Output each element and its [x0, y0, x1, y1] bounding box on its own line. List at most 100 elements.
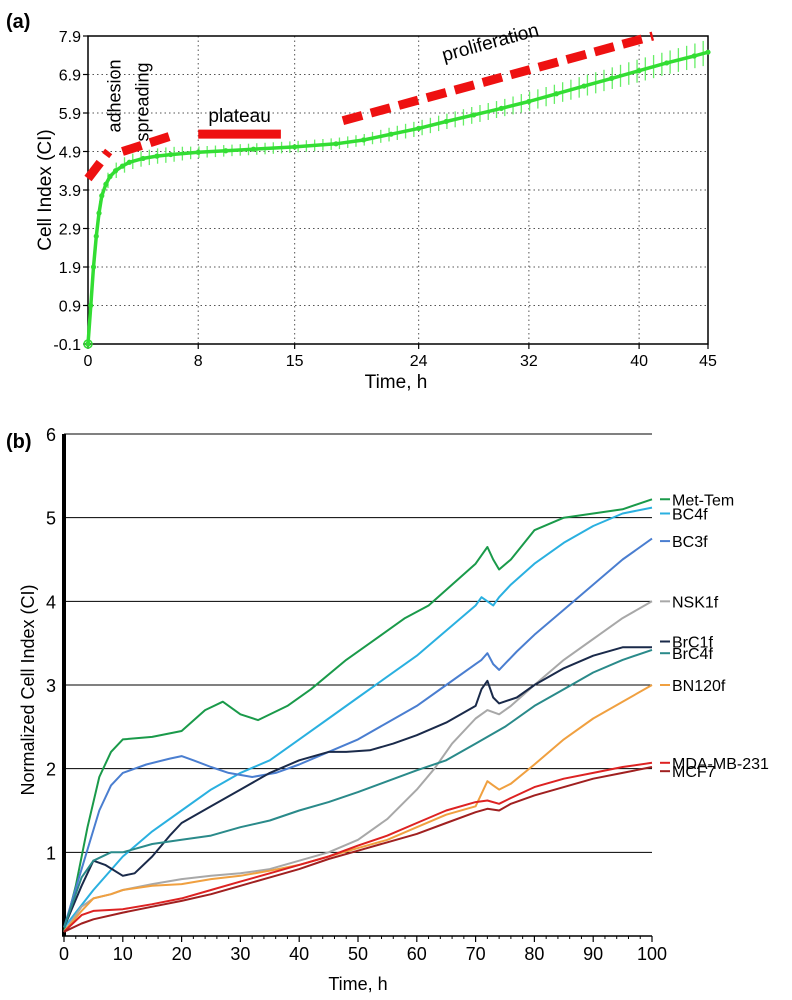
panel-a-x-axis-label: Time, h [365, 372, 428, 393]
panel-b-y-ticks: 1 2 3 4 5 6 [46, 425, 56, 863]
panel-b-y-tick-label: 3 [46, 676, 56, 696]
panel-b-x-tick-label: 20 [172, 944, 192, 964]
panel-a-data-point [119, 163, 126, 169]
panel-b-x-tick-label: 10 [113, 944, 133, 964]
panel-a-y-tick-label: 4.9 [59, 145, 81, 162]
legend-brc4f-label: BrC4f [672, 646, 713, 663]
panel-a-data-point [705, 49, 711, 55]
panel-a-data-point [168, 151, 174, 158]
panel-b-y-tick-label: 5 [46, 509, 56, 529]
series-mda-mb-231-line [63, 761, 653, 933]
panel-b-x-tick-label: 60 [407, 944, 427, 964]
legend-bc4f-label: BC4f [672, 506, 708, 523]
panel-b-x-tick-label: 100 [637, 944, 667, 964]
panel-a-data-point [103, 181, 109, 187]
series-bc4f-line [63, 506, 653, 929]
panel-a-data-point [112, 168, 119, 174]
panel-a-y-tick-label: 3.9 [59, 183, 81, 200]
phase-adhesion-line [84, 148, 113, 182]
series-brc4f-line [63, 648, 653, 928]
legend-brc1f-label: BrC1f [672, 634, 713, 651]
phase-spreading-label: spreading [132, 62, 152, 141]
panel-a-start-marker [83, 339, 93, 349]
panel-a-data-point [126, 159, 132, 165]
panel-a-data-point [195, 149, 201, 155]
panel-a-x-ticks: 0 8 15 24 32 40 45 [84, 344, 717, 370]
panel-a-data-point [292, 144, 298, 150]
legend-met-tem-label: Met-Tem [672, 492, 734, 509]
panel-b-y-axis-label: Normalized Cell Index (CI) [18, 584, 38, 795]
panel-b-series [63, 498, 653, 933]
panel-b-y-tick-label: 1 [46, 843, 56, 863]
panel-a-y-tick-label: -0.1 [53, 337, 81, 354]
panel-a-y-tick-label: 2.9 [59, 222, 81, 239]
panel-a-data-point [107, 173, 113, 180]
panel-b-x-axis-label: Time, h [328, 974, 387, 994]
panel-a-x-tick-label: 24 [410, 353, 428, 370]
panel-a-data-point [223, 148, 229, 154]
panel-a-data-point [416, 125, 422, 131]
legend-bn120f-label: BN120f [672, 678, 726, 695]
panel-a-data-point [99, 193, 105, 199]
panel-b-y-tick-label: 6 [46, 425, 56, 445]
panel-a-x-tick-label: 0 [84, 353, 93, 370]
panel-a-data-point [85, 341, 91, 347]
panel-a-data-point [360, 137, 367, 143]
panel-b-x-tick-label: 80 [524, 944, 544, 964]
panel-b-label: (b) [6, 431, 32, 453]
panel-a-label: (a) [6, 11, 30, 33]
panel-b-x-ticks: 0 10 20 30 40 50 60 70 80 90 100 [59, 936, 667, 964]
panel-b-x-tick-label: 0 [59, 944, 69, 964]
panel-a-data-point [96, 210, 102, 216]
panel-a-x-tick-label: 45 [699, 353, 717, 370]
panel-a-data-point [581, 83, 587, 89]
phase-adhesion-label: adhesion [105, 59, 125, 132]
series-bn120f-line [63, 684, 653, 933]
panel-a-y-tick-label: 6.9 [59, 68, 81, 85]
panel-a-data-point [664, 60, 670, 66]
legend-bc3f-label: BC3f [672, 534, 708, 551]
series-bc3f-line [63, 537, 653, 928]
panel-a-data-point [333, 141, 339, 147]
panel-a-data-point [250, 146, 256, 152]
panel-a-y-ticks: -0.1 0.9 1.9 2.9 3.9 4.9 5.9 6.9 7.9 [53, 29, 88, 354]
panel-a-y-tick-label: 7.9 [59, 29, 81, 46]
panel-a-data-point [636, 68, 642, 74]
panel-a-x-tick-label: 15 [286, 353, 304, 370]
panel-b-y-tick-label: 2 [46, 760, 56, 780]
panel-a-data-point [691, 53, 697, 59]
panel-b-x-tick-label: 50 [348, 944, 368, 964]
panel-a-chart: (a) -0.1 0.9 1.9 2.9 3.9 4.9 5.9 6.9 7.9 0 8 15 24 3… [6, 11, 717, 393]
panel-a-data-point [140, 155, 146, 162]
panel-a-data-point [498, 105, 504, 111]
legend-mda-mb-231-label: MDA-MB-231 [672, 756, 769, 773]
panel-b-x-tick-label: 70 [466, 944, 486, 964]
panel-b-y-tick-label: 4 [46, 592, 56, 612]
panel-a-data-point [154, 153, 160, 159]
panel-a-x-tick-label: 40 [630, 353, 648, 370]
series-met-tem-line [63, 498, 653, 933]
panel-a-x-tick-label: 8 [194, 353, 203, 370]
phase-proliferation-line [341, 31, 655, 126]
phase-proliferation-label: proliferation [440, 20, 541, 66]
panel-b-x-tick-label: 30 [230, 944, 250, 964]
panel-a-y-axis-label: Cell Index (CI) [35, 129, 56, 250]
panel-a-data-point [553, 91, 560, 97]
panel-b-grid [64, 433, 652, 853]
panel-a-data-point [526, 98, 532, 105]
legend-mcf7-label: MCF7 [672, 764, 716, 781]
panel-a-y-tick-label: 1.9 [59, 260, 81, 277]
panel-a-data-point [388, 131, 394, 137]
panel-b-x-tick-label: 90 [583, 944, 603, 964]
panel-b-chart: (b) 1 2 3 4 5 6 0 10 20 30 40 50 60 70 80 90 100 Time, … [6, 425, 769, 994]
panel-a-series-line [86, 50, 709, 345]
panel-a-data-point [90, 264, 97, 270]
panel-a-x-tick-label: 32 [520, 353, 538, 370]
panel-a-data-point [93, 233, 99, 239]
panel-b-x-tick-label: 40 [289, 944, 309, 964]
panel-a-data-point [88, 302, 94, 309]
series-mcf7-line [63, 766, 653, 933]
panel-a-data-point [608, 75, 615, 81]
